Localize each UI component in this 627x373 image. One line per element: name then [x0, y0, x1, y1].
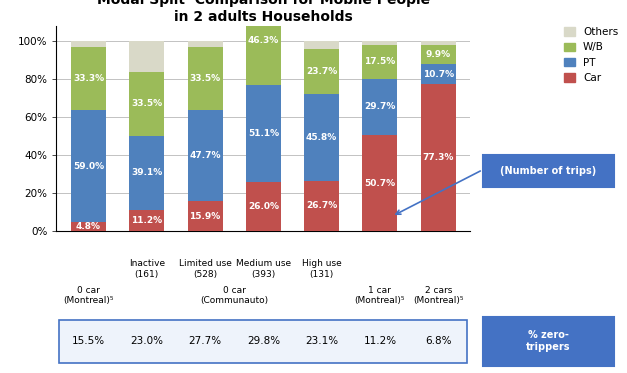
Bar [421, 41, 456, 45]
Text: 33.5%: 33.5% [189, 74, 221, 83]
Bar [71, 47, 106, 110]
Bar [362, 135, 398, 231]
Text: 0 car
(Communauto): 0 car (Communauto) [200, 286, 268, 305]
Text: 23.7%: 23.7% [306, 66, 337, 76]
Text: Medium use
(393): Medium use (393) [236, 259, 291, 279]
Text: 10.7%: 10.7% [423, 70, 454, 79]
Bar [246, 0, 281, 85]
Text: 17.5%: 17.5% [364, 57, 396, 66]
Text: 27.7%: 27.7% [189, 336, 221, 346]
Text: 15.5%: 15.5% [72, 336, 105, 346]
Text: 77.3%: 77.3% [423, 153, 454, 162]
Text: 0 car
(Montreal)⁵: 0 car (Montreal)⁵ [63, 286, 113, 305]
Text: 47.7%: 47.7% [189, 151, 221, 160]
Legend: Others, W/B, PT, Car: Others, W/B, PT, Car [564, 27, 618, 83]
Text: 11.2%: 11.2% [364, 336, 396, 346]
Text: 39.1%: 39.1% [131, 168, 162, 177]
Bar [129, 136, 164, 210]
Bar [421, 45, 456, 64]
Text: 26.0%: 26.0% [248, 202, 279, 211]
Text: 51.1%: 51.1% [248, 129, 279, 138]
Text: 29.7%: 29.7% [364, 102, 396, 111]
Bar [129, 41, 164, 72]
Text: 46.3%: 46.3% [248, 36, 279, 46]
Text: 15.9%: 15.9% [189, 211, 221, 221]
Title: Modal Split  Comparison for Mobile People
in 2 adults Households: Modal Split Comparison for Mobile People… [97, 0, 430, 23]
Bar [304, 41, 339, 48]
Text: 33.3%: 33.3% [73, 74, 104, 83]
Text: 6.8%: 6.8% [425, 336, 451, 346]
Text: 2 cars
(Montreal)⁵: 2 cars (Montreal)⁵ [413, 286, 463, 305]
Text: 26.7%: 26.7% [306, 201, 337, 210]
FancyBboxPatch shape [483, 155, 614, 186]
Bar [246, 85, 281, 182]
Text: 50.7%: 50.7% [364, 179, 396, 188]
Bar [304, 94, 339, 181]
Text: 1 car
(Montreal)⁵: 1 car (Montreal)⁵ [355, 286, 405, 305]
Bar [304, 48, 339, 94]
Text: 23.0%: 23.0% [130, 336, 163, 346]
Bar [362, 79, 398, 135]
Text: 9.9%: 9.9% [426, 50, 451, 59]
Bar [304, 181, 339, 231]
Text: 23.1%: 23.1% [305, 336, 338, 346]
Bar [187, 47, 223, 110]
Text: 29.8%: 29.8% [247, 336, 280, 346]
Bar [71, 110, 106, 222]
Bar [246, 182, 281, 231]
Bar [362, 45, 398, 79]
Text: (Number of trips): (Number of trips) [500, 166, 597, 176]
Text: 11.2%: 11.2% [131, 216, 162, 225]
Text: High use
(131): High use (131) [302, 259, 342, 279]
Text: 33.5%: 33.5% [131, 99, 162, 109]
Bar [421, 84, 456, 231]
Text: 45.8%: 45.8% [306, 132, 337, 141]
Bar [71, 222, 106, 231]
FancyBboxPatch shape [60, 320, 467, 363]
Bar [129, 210, 164, 231]
Bar [362, 41, 398, 45]
Bar [187, 41, 223, 47]
Text: 59.0%: 59.0% [73, 162, 104, 170]
Text: % zero-
trippers: % zero- trippers [527, 330, 571, 352]
Bar [71, 41, 106, 47]
Bar [129, 72, 164, 136]
FancyBboxPatch shape [483, 317, 614, 366]
Text: 4.8%: 4.8% [76, 222, 101, 231]
Text: Inactive
(161): Inactive (161) [129, 259, 165, 279]
Bar [187, 110, 223, 201]
Bar [187, 201, 223, 231]
Text: Limited use
(528): Limited use (528) [179, 259, 231, 279]
Bar [421, 64, 456, 84]
